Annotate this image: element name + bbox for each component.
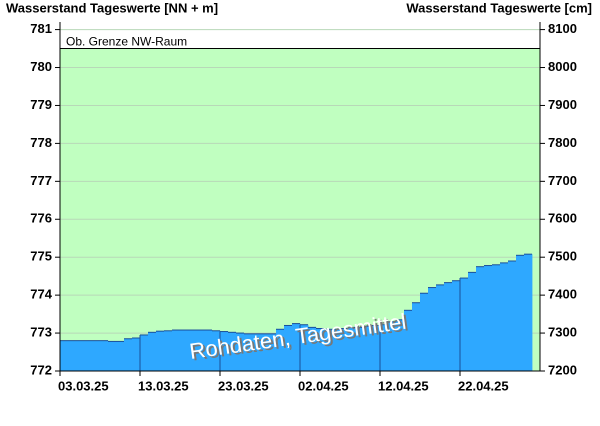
- step-bar: [436, 284, 445, 371]
- step-bar: [228, 332, 237, 371]
- step-bar: [180, 330, 189, 371]
- y-axis-title: Wasserstand Tageswerte [NN + m]: [6, 0, 218, 15]
- step-bar: [172, 330, 181, 371]
- y2-tick-label: 7500: [548, 249, 577, 264]
- step-bar: [460, 278, 469, 371]
- y2-tick-label: 7900: [548, 97, 577, 112]
- step-bar: [492, 264, 501, 371]
- step-bar: [476, 266, 485, 371]
- step-bar: [244, 333, 253, 371]
- x-tick-label: 02.04.25: [298, 378, 349, 393]
- x-tick-label: 23.03.25: [218, 378, 269, 393]
- y-tick-label: 778: [30, 135, 52, 150]
- step-bar: [140, 334, 149, 371]
- y-tick-label: 776: [30, 211, 52, 226]
- step-bar: [388, 321, 397, 371]
- step-bar: [116, 341, 125, 371]
- y-tick-label: 779: [30, 97, 52, 112]
- step-bar: [508, 260, 517, 371]
- step-bar: [356, 327, 365, 371]
- step-bar: [332, 329, 341, 371]
- step-bar: [500, 262, 509, 371]
- step-bar: [348, 327, 357, 371]
- y2-tick-label: 7700: [548, 173, 577, 188]
- step-bar: [196, 330, 205, 371]
- step-bar: [404, 310, 413, 371]
- step-bar: [452, 280, 461, 371]
- x-tick-label: 13.03.25: [138, 378, 189, 393]
- y-tick-label: 780: [30, 59, 52, 74]
- x-tick-label: 03.03.25: [58, 378, 109, 393]
- step-bar: [204, 330, 213, 371]
- step-bar: [108, 341, 117, 371]
- step-bar: [468, 272, 477, 371]
- y2-tick-label: 8100: [548, 21, 577, 36]
- y-tick-label: 775: [30, 249, 52, 264]
- step-bar: [428, 287, 437, 371]
- step-bar: [76, 340, 85, 371]
- y-tick-label: 781: [30, 21, 52, 36]
- step-bar: [524, 254, 533, 371]
- y2-tick-label: 7800: [548, 135, 577, 150]
- step-bar: [292, 323, 301, 371]
- step-bar: [124, 338, 133, 371]
- y-tick-label: 774: [30, 287, 52, 302]
- step-bar: [308, 327, 317, 371]
- step-bar: [260, 333, 269, 371]
- y2-tick-label: 7300: [548, 325, 577, 340]
- y-tick-label: 777: [30, 173, 52, 188]
- step-bar: [380, 324, 389, 371]
- step-bar: [148, 332, 157, 371]
- y2-tick-label: 8000: [548, 59, 577, 74]
- step-bar: [268, 333, 277, 371]
- step-bar: [372, 325, 381, 371]
- x-tick-label: 12.04.25: [378, 378, 429, 393]
- step-bar: [60, 340, 69, 371]
- step-bar: [420, 293, 429, 371]
- step-bar: [156, 331, 165, 371]
- y2-tick-label: 7400: [548, 287, 577, 302]
- x-tick-label: 22.04.25: [458, 378, 509, 393]
- step-bar: [364, 326, 373, 371]
- step-bar: [284, 325, 293, 371]
- y-tick-label: 772: [30, 362, 52, 377]
- step-bar: [236, 333, 245, 371]
- step-bar: [132, 337, 141, 371]
- step-bar: [412, 302, 421, 371]
- step-bar: [516, 255, 525, 371]
- step-bar: [316, 328, 325, 371]
- y2-tick-label: 7200: [548, 362, 577, 377]
- step-bar: [300, 324, 309, 371]
- step-bar: [84, 340, 93, 371]
- y2-tick-label: 7600: [548, 211, 577, 226]
- step-bar: [444, 282, 453, 371]
- step-bar: [92, 340, 101, 371]
- step-bar: [212, 330, 221, 371]
- step-bar: [340, 328, 349, 371]
- step-bar: [484, 265, 493, 371]
- step-bar: [324, 329, 333, 371]
- step-bar: [252, 333, 261, 371]
- step-bar: [220, 331, 229, 371]
- step-bar: [276, 329, 285, 371]
- step-bar: [100, 340, 109, 371]
- step-bar: [188, 330, 197, 371]
- threshold-label: Ob. Grenze NW-Raum: [66, 35, 187, 49]
- y-tick-label: 773: [30, 325, 52, 340]
- step-bar: [164, 330, 173, 371]
- step-bar: [68, 340, 77, 371]
- y2-axis-title: Wasserstand Tageswerte [cm]: [406, 0, 592, 15]
- step-bar: [396, 319, 405, 371]
